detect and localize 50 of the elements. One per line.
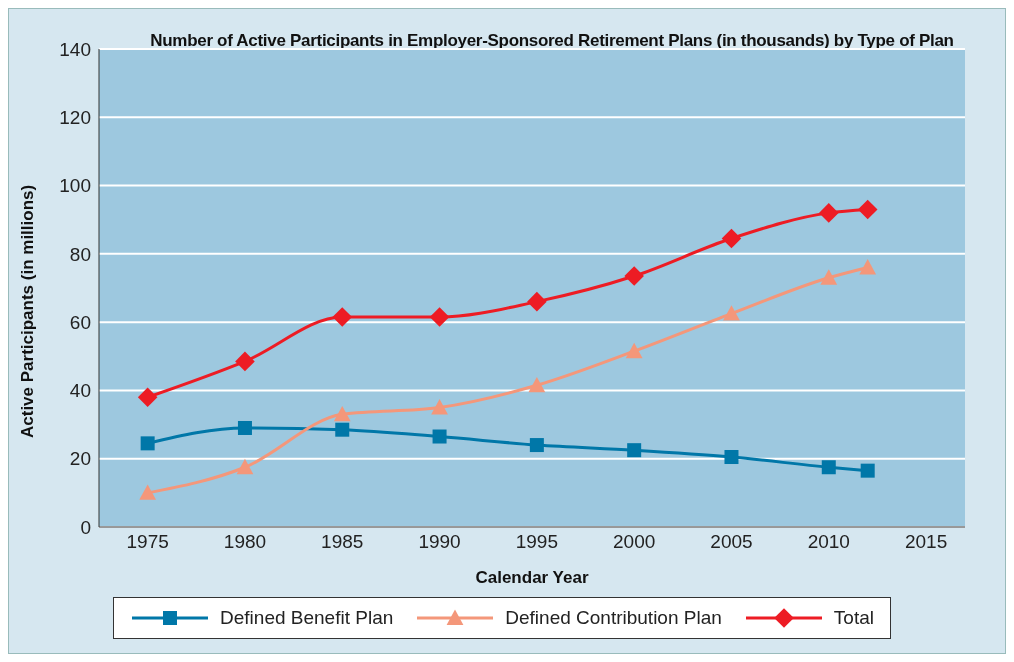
x-tick-label: 2010 (807, 531, 850, 553)
point (527, 291, 547, 312)
point (139, 484, 157, 500)
point (333, 405, 351, 422)
point (137, 387, 158, 408)
point (723, 305, 740, 321)
y-tick-label: 120 (59, 107, 91, 129)
point (724, 450, 739, 465)
point (818, 203, 839, 223)
point (627, 443, 642, 458)
point (429, 307, 450, 327)
y-tick-label: 140 (59, 38, 91, 60)
point (820, 269, 838, 285)
x-tick-label: 1975 (126, 531, 169, 553)
point (859, 259, 877, 275)
point (721, 228, 742, 249)
point (528, 376, 546, 393)
point (625, 342, 643, 359)
x-tick-label: 2005 (710, 531, 753, 553)
y-tick-label: 100 (59, 175, 91, 197)
x-tick-label: 1980 (223, 531, 267, 553)
point (432, 429, 447, 444)
legend-label: Defined Contribution Plan (505, 607, 722, 629)
legend-label: Defined Benefit Plan (220, 607, 394, 629)
point (431, 399, 448, 415)
y-tick-label: 40 (69, 380, 91, 402)
point (857, 199, 878, 220)
x-axis-title: Calendar Year (475, 568, 589, 587)
y-axis-title: Active Participants (in millions) (18, 184, 38, 438)
point (140, 436, 155, 451)
y-tick-label: 80 (69, 243, 91, 265)
x-tick-label: 1990 (418, 531, 461, 553)
point (235, 351, 255, 372)
chart-title: Number of Active Participants in Employer-Sponsored Retirement Plans (in thousands) by Type of Plan (150, 31, 954, 50)
point (237, 420, 252, 435)
x-tick-label: 2000 (613, 531, 656, 553)
legend-label: Total (833, 607, 874, 629)
point (529, 438, 544, 453)
x-tick-label: 1995 (515, 531, 559, 553)
x-tick-label: 2015 (904, 531, 948, 553)
x-tick-label: 1985 (321, 531, 364, 553)
y-tick-label: 0 (80, 516, 91, 538)
point (236, 458, 254, 475)
point (624, 266, 644, 286)
y-tick-label: 60 (69, 311, 91, 333)
point (821, 460, 836, 475)
point (860, 463, 875, 478)
point (335, 422, 350, 437)
y-tick-label: 20 (69, 448, 91, 470)
point (332, 307, 353, 327)
